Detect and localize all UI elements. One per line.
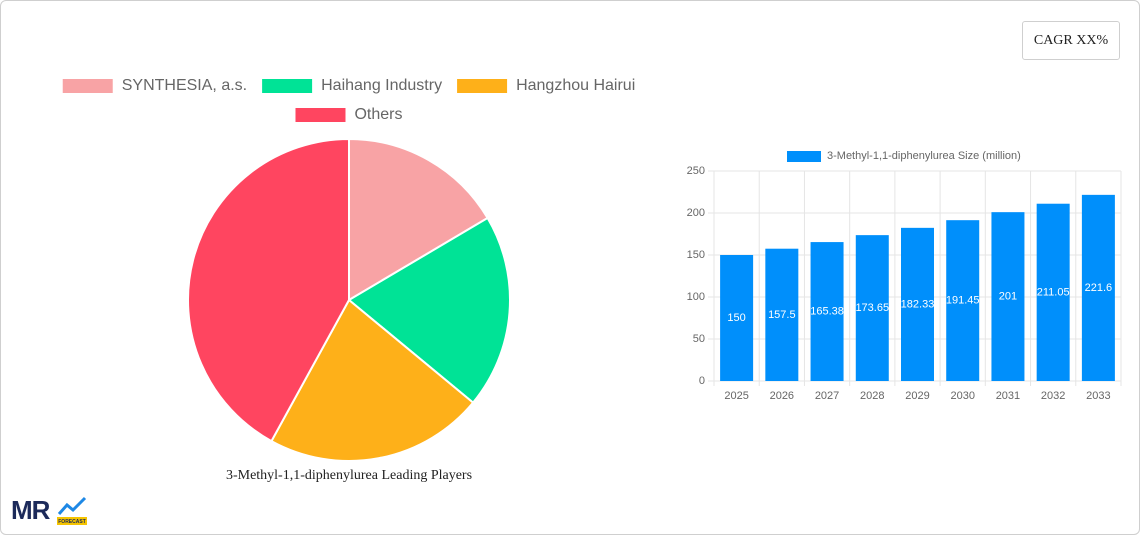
data-label: 157.5 <box>768 309 796 321</box>
bar <box>1036 203 1070 381</box>
data-label: 201 <box>999 290 1017 302</box>
y-tick-label: 100 <box>687 291 705 303</box>
y-tick-label: 50 <box>693 333 705 345</box>
data-label: 165.38 <box>810 305 844 317</box>
x-tick-label: 2028 <box>860 390 884 402</box>
bar <box>810 242 844 381</box>
y-tick-label: 150 <box>687 249 705 261</box>
legend-swatch <box>457 79 508 93</box>
bar <box>1081 194 1115 381</box>
logo-text: MR <box>11 495 51 525</box>
logo-arrow <box>57 496 87 515</box>
cagr-badge: CAGR XX% <box>1022 21 1120 60</box>
bar <box>991 212 1025 381</box>
y-tick-label: 200 <box>687 207 705 219</box>
x-tick-label: 2029 <box>905 390 929 402</box>
data-label: 221.6 <box>1085 282 1113 294</box>
chart-title: 3-Methyl-1,1-diphenylurea Leading Player… <box>226 468 472 483</box>
legend-label: Hangzhou Hairui <box>516 77 635 94</box>
legend-swatch <box>295 108 346 122</box>
legend-swatch <box>62 79 113 93</box>
x-tick-label: 2030 <box>950 390 974 402</box>
x-tick-label: 2033 <box>1086 390 1110 402</box>
data-label: 191.45 <box>946 294 980 306</box>
data-label: 150 <box>727 312 745 324</box>
x-tick-label: 2031 <box>996 390 1020 402</box>
logo-band <box>57 517 87 525</box>
logo: MR FORECAST <box>11 495 87 525</box>
pie-slice <box>187 137 350 443</box>
legend-swatch <box>262 79 313 93</box>
bar <box>946 220 980 381</box>
legend-label: 3-Methyl-1,1-diphenylurea Size (million) <box>827 150 1021 162</box>
bar <box>901 227 934 381</box>
bar <box>720 255 754 381</box>
data-label: 173.65 <box>855 302 889 314</box>
pie-slice <box>347 216 511 405</box>
x-tick-label: 2025 <box>724 390 748 402</box>
y-tick-label: 0 <box>699 375 705 387</box>
x-tick-label: 2032 <box>1041 390 1065 402</box>
data-label: 182.33 <box>901 298 935 310</box>
bar <box>765 248 799 381</box>
pie-slice <box>348 137 489 302</box>
legend-label: Others <box>354 106 402 123</box>
bar <box>855 235 889 381</box>
y-tick-label: 250 <box>687 165 705 177</box>
x-tick-label: 2026 <box>770 390 794 402</box>
data-label: 211.05 <box>1037 286 1070 298</box>
legend-swatch <box>787 151 821 162</box>
logo-subtext: FORECAST <box>58 519 86 525</box>
x-tick-label: 2027 <box>815 390 839 402</box>
legend-label: SYNTHESIA, a.s. <box>122 77 247 94</box>
pie-slice <box>270 298 475 462</box>
legend-label: Haihang Industry <box>321 77 442 94</box>
